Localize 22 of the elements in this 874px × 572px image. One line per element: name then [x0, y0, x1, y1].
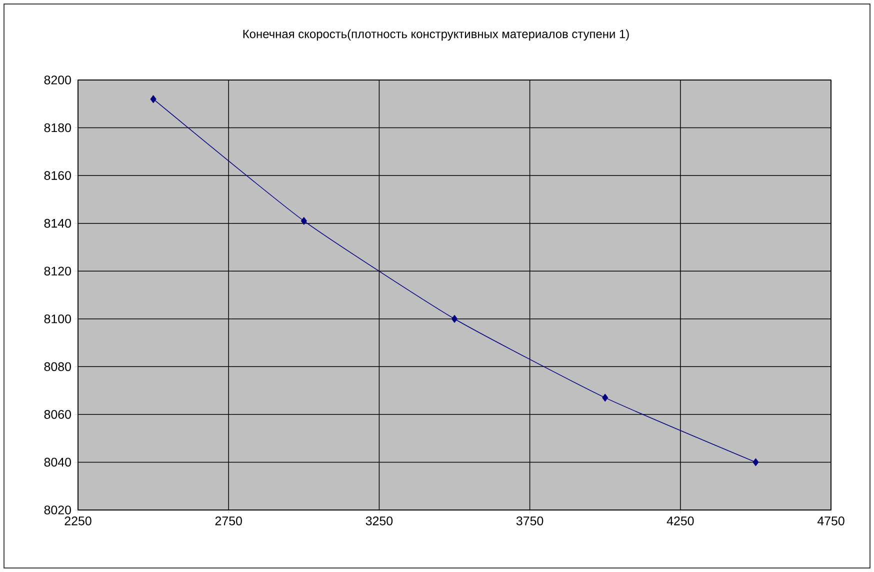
x-tick-label: 4750: [817, 516, 844, 526]
x-tick-label: 3750: [516, 516, 544, 526]
x-tick-label: 2250: [64, 516, 92, 526]
y-tick-label: 8040: [44, 458, 71, 467]
y-tick-label: 8120: [44, 266, 71, 276]
y-tick-label: 8020: [44, 506, 71, 514]
point: [150, 95, 156, 103]
x-tick-label: 2750: [215, 516, 242, 526]
point: [452, 314, 458, 323]
y-tick-label: 8080: [44, 362, 71, 372]
y-tick-label: 8060: [44, 410, 71, 419]
x-tick-label: 3250: [366, 516, 393, 526]
y-tick-label: 8180: [44, 123, 71, 132]
y-tick-label: 8160: [44, 171, 71, 180]
point: [602, 394, 608, 402]
chart-title: Конечная скорость(плотность конструктивных материалов ступени 1): [243, 29, 629, 41]
point: [752, 458, 759, 466]
y-tick-label: 8100: [44, 314, 71, 324]
point: [300, 217, 307, 225]
x-tick-label: 4250: [666, 516, 694, 526]
y-tick-label: 8200: [44, 76, 71, 84]
y-tick-label: 8140: [44, 218, 71, 228]
